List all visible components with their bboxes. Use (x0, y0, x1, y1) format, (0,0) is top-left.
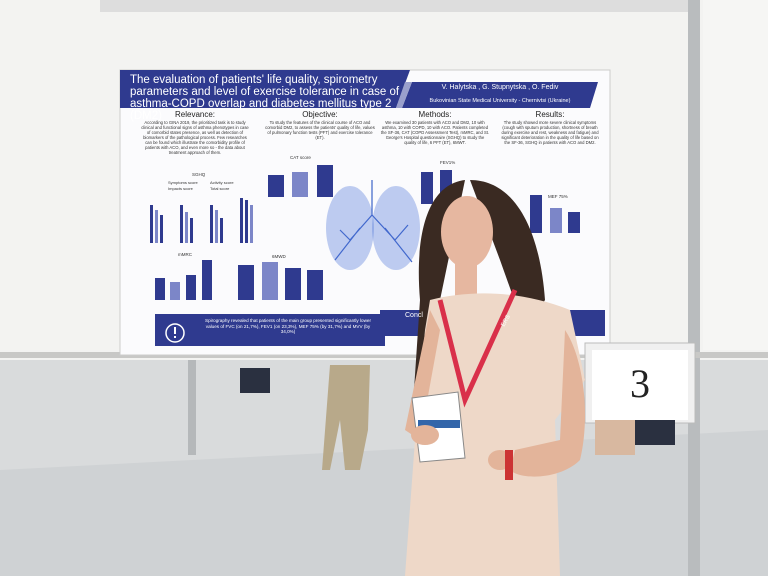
legend-entry: Symptoms score (168, 180, 198, 185)
section-text: According to GINA 2019, the prioritized … (141, 120, 249, 155)
legend-entry: Activity score (210, 180, 234, 185)
section-text: The study showed more severe clinical sy… (501, 120, 599, 145)
section-text: To study the features of the clinical co… (265, 120, 375, 140)
section: Relevance: According to GINA 2019, the pr… (140, 110, 250, 156)
conclusion-heading: Concl (405, 312, 423, 319)
section-heading: Results: (535, 110, 565, 119)
section: Methods: We examined 30 patients with ACO… (380, 110, 490, 146)
section: Objective: To study the features of the c… (265, 110, 375, 141)
section-heading: Relevance: (174, 110, 216, 119)
poster-authors: V. Halytska , G. Stupnytska , O. Fediv (441, 84, 559, 91)
chart-title: SGHQ (192, 172, 206, 177)
chart-title: mMRC (178, 252, 192, 257)
poster-title: The evaluation of patients' life quality… (130, 74, 400, 122)
legend-entry: Impacts score (168, 186, 193, 191)
poster-affiliation: Bukovinian State Medical University - Ch… (429, 98, 571, 104)
chart-title: CAT score (290, 155, 311, 160)
section-text: We examined 30 patients with ACO and DM2… (380, 120, 490, 145)
section: Results: The study showed more severe cli… (500, 110, 600, 146)
chart-title: MEF 75% (548, 194, 568, 199)
chart-title: FEV1% (440, 160, 456, 165)
legend-entry: Total score (210, 186, 230, 191)
board-number: 3 (630, 361, 650, 406)
conclusion-text: Spirography revealed that patients of th… (205, 318, 371, 334)
section-heading: Objective: (302, 110, 338, 119)
chart-title: 6MWD (272, 254, 286, 259)
section-heading: Methods: (418, 110, 452, 119)
